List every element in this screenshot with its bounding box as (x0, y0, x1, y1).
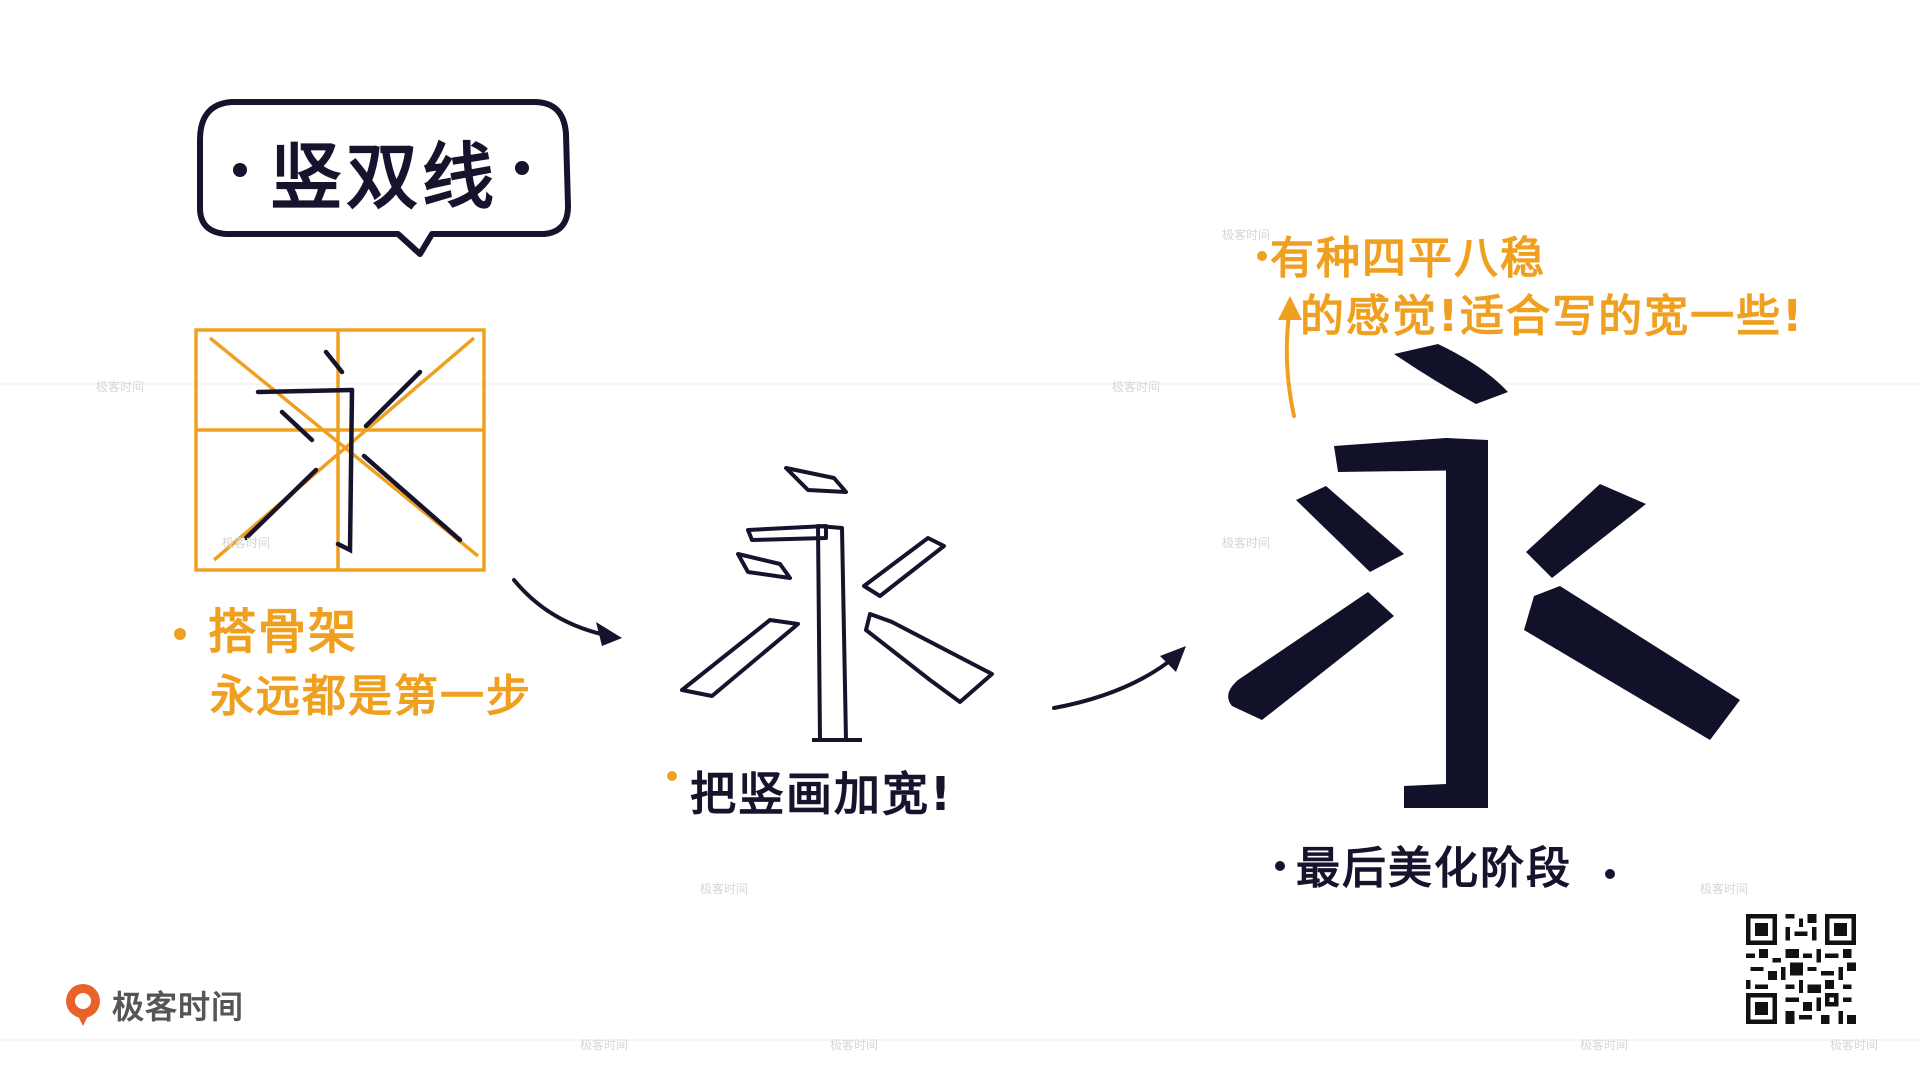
step1-bullet (174, 628, 186, 640)
step3-label: 最后美化阶段 (1296, 843, 1572, 894)
arrow-1-head (596, 622, 622, 646)
brand: 极客时间 (62, 982, 244, 1028)
outline-character (680, 466, 994, 742)
watermark: 极客时间 (1112, 380, 1161, 394)
step2-label: 把竖画加宽! (690, 767, 953, 821)
watermark: 极客时间 (222, 536, 271, 550)
arrow-2-head (1160, 646, 1186, 672)
watermark: 极客时间 (1700, 882, 1749, 896)
step2-bullet (667, 771, 677, 781)
step1-label-line1: 搭骨架 (208, 604, 359, 660)
watermark: 极客时间 (1580, 1038, 1629, 1052)
step1-label-line2: 永远都是第一步 (210, 671, 532, 722)
guide-lines (0, 383, 1920, 1041)
arrow-2 (1052, 654, 1178, 710)
title-label: 竖双线 (270, 135, 499, 219)
qr-code-icon (1746, 914, 1856, 1024)
step3-bullet-left (1275, 861, 1285, 871)
title-bullet-left (233, 163, 247, 177)
watermark: 极客时间 (1222, 228, 1271, 242)
final-character (1228, 344, 1740, 808)
watermark: 极客时间 (96, 380, 145, 394)
geektime-logo-icon (66, 984, 100, 1026)
note-arrow (1284, 306, 1296, 418)
watermark: 极客时间 (830, 1038, 879, 1052)
grid-frame (194, 328, 486, 572)
watermark: 极客时间 (580, 1038, 629, 1052)
skeleton-character (243, 349, 463, 554)
note-line1: 有种四平八稳 (1270, 233, 1546, 284)
note-arrow-head (1278, 296, 1302, 320)
arrow-1 (512, 578, 612, 638)
title-speech-bubble (197, 99, 571, 257)
step3-bullet-right (1605, 869, 1615, 879)
note-line2: 的感觉!适合写的宽一些! (1300, 291, 1805, 342)
note-bullet (1257, 251, 1267, 261)
watermark: 极客时间 (1222, 536, 1271, 550)
watermark: 极客时间 (1830, 1038, 1879, 1052)
watermark: 极客时间 (700, 882, 749, 896)
grid-diagonal (212, 336, 476, 562)
brand-name: 极客时间 (112, 988, 245, 1026)
title-bullet-right (515, 161, 529, 175)
